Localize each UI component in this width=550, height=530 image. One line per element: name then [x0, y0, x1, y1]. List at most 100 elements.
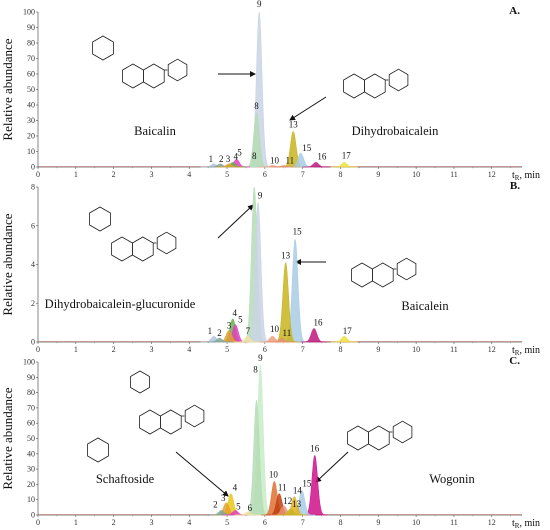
x-tick-label: 10 [412, 518, 420, 527]
peak-label-7: 7 [246, 326, 251, 336]
peak-label-8: 8 [254, 101, 259, 111]
x-tick-label: 9 [376, 345, 380, 354]
y-tick-label: 0 [31, 163, 35, 172]
pointer-arrow [175, 451, 229, 497]
x-axis-label: tR, min [512, 518, 540, 530]
peak-label-3: 3 [227, 320, 232, 330]
peak-13 [277, 508, 304, 516]
ring-shape [89, 206, 111, 232]
peak-label-17: 17 [342, 150, 352, 160]
peak-label-1: 1 [209, 154, 214, 164]
ring-shape [371, 262, 394, 288]
peak-label-13: 13 [281, 251, 291, 261]
pointer-arrow [217, 204, 254, 239]
x-tick-label: 12 [488, 345, 496, 354]
x-tick-label: 2 [112, 345, 116, 354]
ring-shape [131, 236, 154, 262]
x-tick-label: 7 [301, 345, 305, 354]
peak-label-5: 5 [236, 501, 241, 511]
peak-label-9: 9 [258, 191, 263, 201]
y-tick-label: 6 [31, 221, 35, 230]
peak-11 [270, 165, 298, 168]
peak-label-9: 9 [258, 353, 263, 363]
ring-shape [122, 63, 144, 89]
y-tick-label: 50 [27, 434, 35, 443]
y-axis-label: Relative abundance [0, 387, 15, 489]
x-tick-label: 8 [339, 345, 343, 354]
peak-label-5: 5 [237, 147, 242, 157]
x-tick-label: 5 [225, 518, 229, 527]
x-tick-label: 6 [263, 345, 267, 354]
ring-shape [388, 68, 409, 92]
peak-label-13: 13 [292, 499, 302, 509]
y-tick-label: 70 [27, 403, 35, 412]
structure-diagrams [89, 206, 417, 288]
y-tick-label: 80 [27, 388, 35, 397]
peak-label-10: 10 [270, 324, 280, 334]
compound-label: Baicalein [401, 299, 449, 313]
x-tick-label: 11 [450, 170, 458, 179]
peak-3 [215, 163, 243, 168]
peak-label-15: 15 [302, 143, 312, 153]
x-axis-label-main: t [512, 518, 515, 529]
peak-7 [234, 335, 262, 343]
peak-label-16: 16 [310, 443, 320, 453]
x-tick-label: 5 [225, 345, 229, 354]
y-tick-label: 80 [27, 39, 35, 48]
peak-label-15: 15 [293, 226, 303, 236]
peak-16 [302, 162, 330, 168]
compound-label: Schaftoside [96, 472, 155, 486]
x-tick-label: 7 [301, 518, 305, 527]
peak-label-2: 2 [219, 154, 224, 164]
peak-label-16: 16 [314, 317, 324, 327]
compound-label: Wogonin [429, 472, 475, 486]
x-tick-label: 0 [36, 170, 40, 179]
y-tick-label: 70 [27, 54, 35, 63]
peak-label-3: 3 [226, 154, 231, 164]
x-tick-label: 4 [187, 345, 191, 354]
x-tick-label: 12 [488, 518, 496, 527]
peak-label-10: 10 [269, 469, 279, 479]
y-tick-label: 20 [27, 132, 35, 141]
peak-label-11: 11 [278, 483, 287, 493]
peak-label-11: 11 [285, 155, 294, 165]
ring-shape [92, 35, 114, 61]
x-tick-label: 3 [149, 345, 153, 354]
peak-11 [268, 337, 296, 343]
x-tick-label: 8 [339, 170, 343, 179]
x-axis-label-tail: , min [519, 345, 540, 356]
x-tick-label: 1 [74, 170, 78, 179]
x-tick-label: 10 [412, 345, 420, 354]
y-tick-label: 30 [27, 465, 35, 474]
peak-label-5: 5 [238, 315, 243, 325]
y-axis-label: Relative abundance [0, 213, 15, 315]
ring-shape [167, 58, 188, 82]
y-tick-label: 90 [27, 23, 35, 32]
peak-6 [234, 511, 262, 516]
x-tick-label: 2 [112, 518, 116, 527]
x-tick-label: 5 [225, 170, 229, 179]
x-tick-label: 1 [74, 518, 78, 527]
y-axis-label: Relative abundance [0, 38, 15, 140]
pointer-arrow [289, 96, 327, 121]
x-axis-label: tR, min [512, 170, 540, 182]
ring-shape [392, 420, 413, 444]
y-tick-label: 60 [27, 419, 35, 428]
x-axis-label-sub: R [515, 349, 520, 357]
y-tick-label: 2 [31, 299, 35, 308]
x-axis-label-tail: , min [519, 518, 540, 529]
compound-label: Dihydrobaicalein-glucuronide [45, 297, 196, 311]
x-tick-label: 3 [149, 170, 153, 179]
peak-label-4: 4 [233, 483, 238, 493]
ring-shape [351, 262, 373, 288]
peak-label-4: 4 [233, 151, 238, 161]
x-axis-label: tR, min [512, 345, 540, 357]
x-axis-label-sub: R [515, 522, 520, 530]
panel-label: A. [509, 5, 520, 17]
peak-label-17: 17 [343, 326, 353, 336]
peak-label-16: 16 [317, 151, 327, 161]
ring-shape [343, 73, 365, 99]
peak-17 [331, 162, 358, 168]
peak-2 [206, 337, 233, 343]
